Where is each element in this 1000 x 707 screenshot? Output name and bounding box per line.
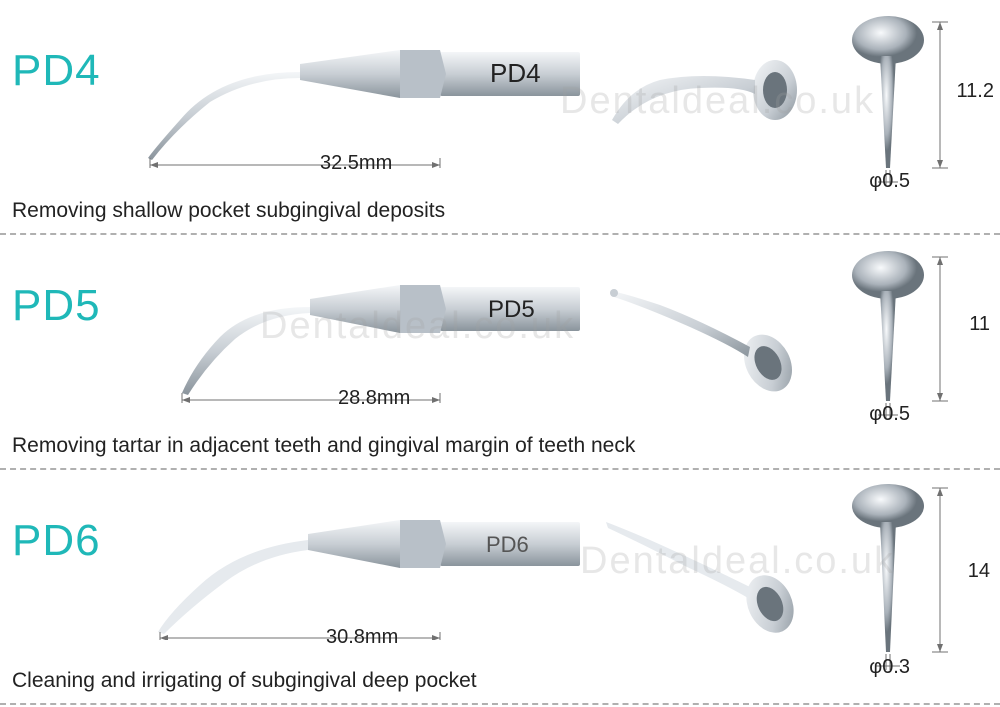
tip-angled-view	[600, 500, 810, 640]
tip-side-view: PD6	[140, 490, 580, 640]
body-label: PD6	[486, 532, 529, 557]
model-label: PD6	[12, 516, 101, 566]
product-row-pd4: PD4 PD4 32.5mm	[0, 0, 1000, 235]
length-label: 32.5mm	[320, 152, 392, 175]
height-label: 11	[969, 313, 990, 336]
diameter-label: φ0.5	[869, 403, 910, 426]
product-description: Cleaning and irrigating of subgingival d…	[12, 669, 477, 693]
tip-side-view: PD4	[140, 20, 580, 170]
tip-front-profile	[840, 245, 980, 445]
tip-angled-view	[600, 30, 810, 170]
tip-angled-view	[600, 265, 810, 405]
length-label: 28.8mm	[338, 387, 410, 410]
model-label: PD5	[12, 281, 101, 331]
body-label: PD4	[490, 58, 541, 88]
diameter-label: φ0.3	[869, 656, 910, 679]
tip-side-view: PD5	[140, 255, 580, 405]
tip-front-profile	[840, 10, 980, 210]
model-label: PD4	[12, 46, 101, 96]
height-label: 11.2	[957, 80, 994, 103]
product-row-pd6: PD6 PD6 30.8mm 14 φ0.3 Cleaning and irri…	[0, 470, 1000, 705]
length-label: 30.8mm	[326, 626, 398, 649]
diameter-label: φ0.5	[869, 170, 910, 193]
product-description: Removing tartar in adjacent teeth and gi…	[12, 434, 635, 458]
body-label: PD5	[488, 296, 535, 323]
height-label: 14	[968, 560, 990, 583]
tip-front-profile	[840, 480, 980, 680]
product-description: Removing shallow pocket subgingival depo…	[12, 199, 445, 223]
product-row-pd5: PD5 PD5 28.8mm 11 φ0.5 Removing tartar i…	[0, 235, 1000, 470]
